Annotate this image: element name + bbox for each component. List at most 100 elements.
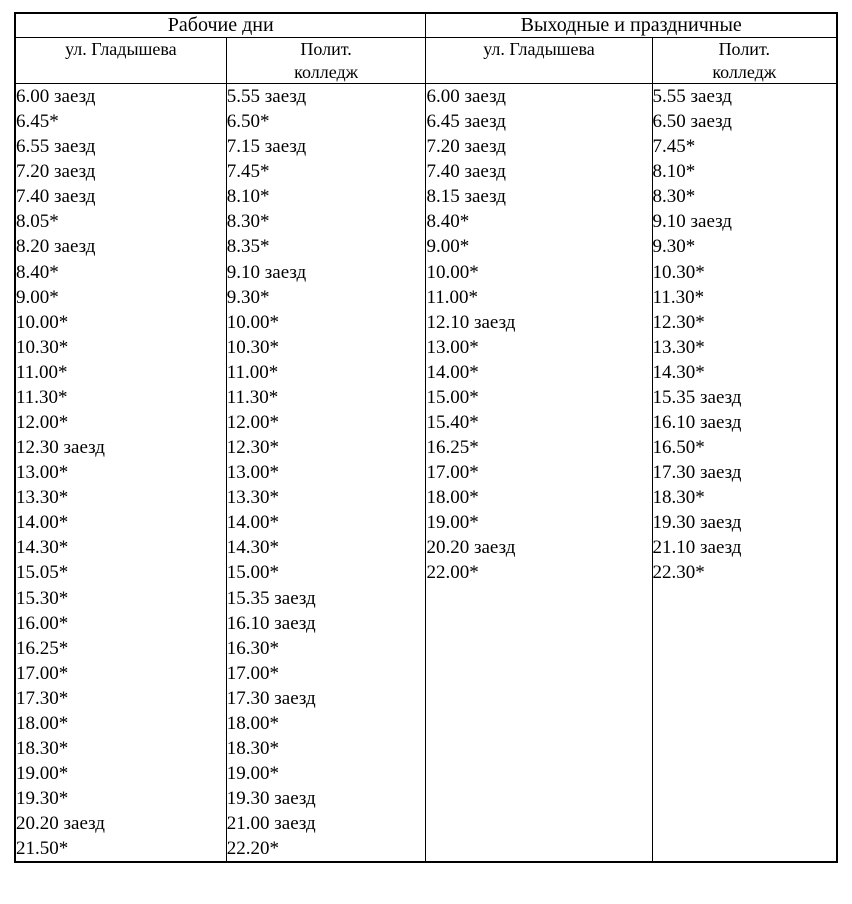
time-entry: 12.30* xyxy=(227,435,426,460)
time-entry: 14.30* xyxy=(227,535,426,560)
column-header-row: ул. Гладышева Полит. колледж ул. Гладыше… xyxy=(15,38,837,84)
times-weekends-polit: 5.55 заезд6.50 заезд7.45*8.10*8.30*9.10 … xyxy=(652,84,837,863)
header-workdays: Рабочие дни xyxy=(15,13,426,38)
time-entry: 16.50* xyxy=(653,435,836,460)
time-entry: 19.30 заезд xyxy=(227,786,426,811)
time-entry: 6.45 заезд xyxy=(426,109,651,134)
times-weekends-gladysheva: 6.00 заезд6.45 заезд7.20 заезд7.40 заезд… xyxy=(426,84,652,863)
time-entry: 5.55 заезд xyxy=(653,84,836,109)
times-row: 6.00 заезд6.45*6.55 заезд7.20 заезд7.40 … xyxy=(15,84,837,863)
time-entry: 10.00* xyxy=(16,310,226,335)
page: Рабочие дни Выходные и праздничные ул. Г… xyxy=(0,0,852,883)
time-entry: 15.35 заезд xyxy=(653,385,836,410)
time-entry: 19.30* xyxy=(16,786,226,811)
time-entry: 18.00* xyxy=(227,711,426,736)
time-entry: 21.00 заезд xyxy=(227,811,426,836)
schedule-table: Рабочие дни Выходные и праздничные ул. Г… xyxy=(14,12,838,863)
time-entry: 18.30* xyxy=(653,485,836,510)
time-entry: 17.30* xyxy=(16,686,226,711)
time-entry: 10.00* xyxy=(426,260,651,285)
time-entry: 21.50* xyxy=(16,836,226,861)
time-entry: 19.00* xyxy=(227,761,426,786)
col-header-polit-line1: Полит. xyxy=(300,39,351,59)
time-entry: 7.20 заезд xyxy=(426,134,651,159)
time-entry: 16.30* xyxy=(227,636,426,661)
time-entry: 17.00* xyxy=(227,661,426,686)
time-entry: 17.00* xyxy=(16,661,226,686)
times-workdays-gladysheva: 6.00 заезд6.45*6.55 заезд7.20 заезд7.40 … xyxy=(15,84,226,863)
time-entry: 14.30* xyxy=(16,535,226,560)
time-entry: 14.30* xyxy=(653,360,836,385)
time-entry: 11.30* xyxy=(16,385,226,410)
time-entry: 13.00* xyxy=(426,335,651,360)
time-entry: 9.10 заезд xyxy=(653,209,836,234)
time-entry: 13.30* xyxy=(227,485,426,510)
time-entry: 16.10 заезд xyxy=(653,410,836,435)
time-entry: 10.00* xyxy=(227,310,426,335)
time-entry: 6.50* xyxy=(227,109,426,134)
time-entry: 8.30* xyxy=(653,184,836,209)
col-header-weekends-gladysheva: ул. Гладышева xyxy=(426,38,652,84)
time-entry: 8.40* xyxy=(16,260,226,285)
time-entry: 8.40* xyxy=(426,209,651,234)
time-entry: 6.00 заезд xyxy=(16,84,226,109)
time-entry: 9.10 заезд xyxy=(227,260,426,285)
time-entry: 11.30* xyxy=(653,285,836,310)
time-entry: 9.00* xyxy=(16,285,226,310)
time-entry: 17.30 заезд xyxy=(227,686,426,711)
time-entry: 20.20 заезд xyxy=(426,535,651,560)
time-entry: 19.00* xyxy=(16,761,226,786)
time-entry: 8.10* xyxy=(227,184,426,209)
col-header-workdays-polit: Полит. колледж xyxy=(226,38,426,84)
section-header-row: Рабочие дни Выходные и праздничные xyxy=(15,13,837,38)
time-entry: 15.00* xyxy=(227,560,426,585)
time-entry: 18.30* xyxy=(16,736,226,761)
time-entry: 15.40* xyxy=(426,410,651,435)
time-entry: 16.25* xyxy=(16,636,226,661)
time-entry: 10.30* xyxy=(653,260,836,285)
time-entry: 18.00* xyxy=(16,711,226,736)
time-entry: 19.00* xyxy=(426,510,651,535)
time-entry: 6.00 заезд xyxy=(426,84,651,109)
time-entry: 15.05* xyxy=(16,560,226,585)
time-entry: 17.00* xyxy=(426,460,651,485)
time-entry: 13.00* xyxy=(227,460,426,485)
col-header-polit-line2: колледж xyxy=(294,62,358,82)
time-entry: 8.10* xyxy=(653,159,836,184)
time-entry: 7.15 заезд xyxy=(227,134,426,159)
time-entry: 6.50 заезд xyxy=(653,109,836,134)
time-entry: 22.20* xyxy=(227,836,426,861)
time-entry: 8.20 заезд xyxy=(16,234,226,259)
col-header-workdays-gladysheva: ул. Гладышева xyxy=(15,38,226,84)
time-entry: 7.45* xyxy=(653,134,836,159)
time-entry: 21.10 заезд xyxy=(653,535,836,560)
times-workdays-polit: 5.55 заезд6.50*7.15 заезд7.45*8.10*8.30*… xyxy=(226,84,426,863)
time-entry: 13.00* xyxy=(16,460,226,485)
time-entry: 7.40 заезд xyxy=(16,184,226,209)
time-entry: 15.00* xyxy=(426,385,651,410)
time-entry: 12.00* xyxy=(16,410,226,435)
time-entry: 13.30* xyxy=(653,335,836,360)
time-entry: 7.20 заезд xyxy=(16,159,226,184)
time-entry: 12.30 заезд xyxy=(16,435,226,460)
time-entry: 12.10 заезд xyxy=(426,310,651,335)
time-entry: 9.30* xyxy=(653,234,836,259)
time-entry: 7.40 заезд xyxy=(426,159,651,184)
time-entry: 18.30* xyxy=(227,736,426,761)
time-entry: 7.45* xyxy=(227,159,426,184)
time-entry: 16.25* xyxy=(426,435,651,460)
time-entry: 12.30* xyxy=(653,310,836,335)
time-entry: 17.30 заезд xyxy=(653,460,836,485)
time-entry: 18.00* xyxy=(426,485,651,510)
col-header-polit-line2: колледж xyxy=(712,62,776,82)
time-entry: 14.00* xyxy=(227,510,426,535)
time-entry: 11.00* xyxy=(16,360,226,385)
time-entry: 8.15 заезд xyxy=(426,184,651,209)
time-entry: 9.30* xyxy=(227,285,426,310)
time-entry: 15.30* xyxy=(16,586,226,611)
time-entry: 8.30* xyxy=(227,209,426,234)
col-header-polit-line1: Полит. xyxy=(719,39,770,59)
col-header-weekends-polit: Полит. колледж xyxy=(652,38,837,84)
time-entry: 9.00* xyxy=(426,234,651,259)
time-entry: 6.55 заезд xyxy=(16,134,226,159)
